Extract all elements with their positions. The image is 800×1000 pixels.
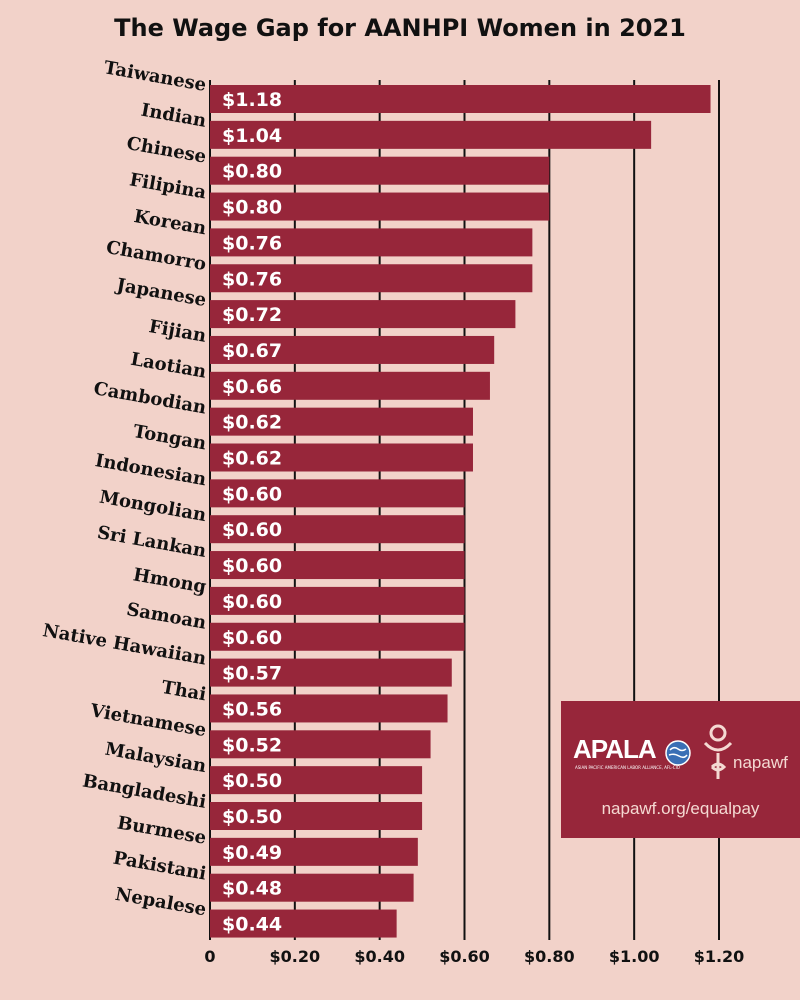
chart-title: The Wage Gap for AANHPI Women in 2021 [114,14,686,42]
category-label: Mongolian [98,487,208,526]
bar-value-label: $0.60 [222,627,282,649]
bar-value-label: $0.60 [222,591,282,613]
bar-value-label: $0.72 [222,304,282,326]
bar [210,766,423,795]
x-tick-label: $0.20 [270,947,321,966]
bar [210,586,465,615]
bar [210,551,465,580]
x-tick-label: $1.00 [609,947,660,966]
category-label: Sri Lankan [96,522,208,562]
category-label: Filipina [128,169,208,203]
napawf-url: napawf.org/equalpay [601,799,760,818]
bar [210,694,448,723]
category-label: Indian [139,100,207,132]
bar [210,407,473,436]
bar [210,192,550,221]
bar-value-label: $0.50 [222,806,282,828]
category-label: Burmese [116,812,208,848]
bar-value-label: $0.52 [222,734,282,756]
bar-value-label: $0.80 [222,197,282,219]
category-label: Pakistani [111,848,207,885]
category-label: Thai [160,677,208,706]
bar-value-label: $1.04 [222,125,282,147]
x-tick-label: $0.40 [354,947,405,966]
x-tick-label: 0 [204,947,215,966]
bar [210,120,652,149]
x-tick-label: $1.20 [694,947,745,966]
bar [210,85,711,113]
napawf-logo: napawf [733,753,788,772]
category-label: Hmong [132,564,209,598]
bar [210,371,490,400]
bar [210,300,516,329]
bar-value-label: $0.62 [222,412,282,434]
bar-value-label: $0.44 [222,914,282,936]
bar [210,658,452,687]
bar [210,228,533,257]
bar [210,837,418,866]
bar-value-label: $0.76 [222,268,282,290]
category-label: Bangladeshi [81,771,208,813]
category-label: Chamorro [105,237,208,275]
globe-icon [665,740,691,766]
category-label: Laotian [129,349,208,383]
category-label: Korean [132,206,207,239]
category-label: Japanese [113,274,208,311]
bar [210,873,414,902]
category-label: Fijian [147,316,207,347]
bar-value-label: $0.60 [222,483,282,505]
bar-value-label: $0.56 [222,698,282,720]
bar-value-label: $0.62 [222,448,282,470]
bar-value-label: $0.60 [222,519,282,541]
bar [210,479,465,508]
bar-value-label: $0.76 [222,232,282,254]
apala-tagline: ASIAN PACIFIC AMERICAN LABOR ALLIANCE, A… [575,765,680,770]
bar-value-label: $0.50 [222,770,282,792]
category-label: Samoan [125,599,208,634]
category-label: Tongan [131,421,207,454]
bar-value-label: $0.66 [222,376,282,398]
bar [210,622,465,651]
category-label: Cambodian [92,378,208,418]
bar [210,335,495,364]
bar-value-label: $1.18 [222,89,282,111]
bar-value-label: $0.49 [222,842,282,864]
bar-value-label: $0.60 [222,555,282,577]
bar-value-label: $0.48 [222,878,282,900]
bar [210,443,473,472]
napawf-symbol-icon [703,724,733,779]
category-label: Chinese [125,133,208,168]
bar [210,264,533,293]
category-label: Indonesian [93,450,207,490]
category-label: Taiwanese [102,57,208,96]
category-label: Nepalese [113,884,207,921]
bar-value-label: $0.57 [222,663,282,685]
bar [210,909,397,938]
logo-panel: APALA ASIAN PACIFIC AMERICAN LABOR ALLIA… [561,701,800,838]
bar [210,515,465,544]
category-label: Vietnamese [88,700,208,741]
bar [210,156,550,185]
bar [210,730,431,759]
x-tick-label: $0.60 [439,947,490,966]
x-tick-label: $0.80 [524,947,575,966]
bar [210,802,423,830]
category-label: Malaysian [103,739,207,777]
apala-logo: APALA [573,734,657,764]
bar-value-label: $0.80 [222,161,282,183]
bar-value-label: $0.67 [222,340,282,362]
